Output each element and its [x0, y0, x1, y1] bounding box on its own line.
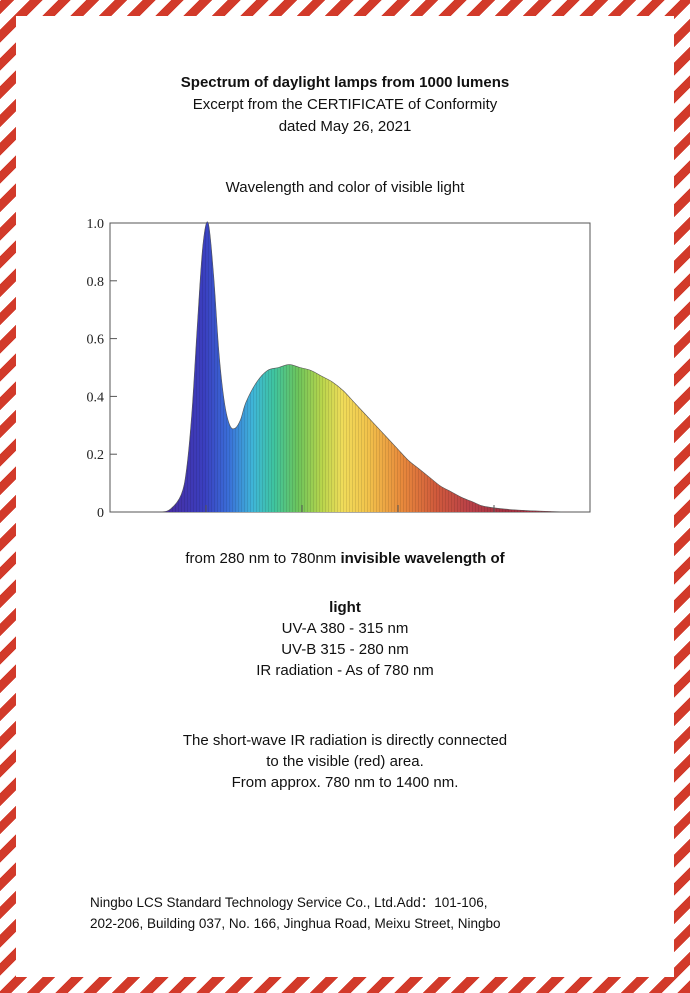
footer-line1: Ningbo LCS Standard Technology Service C… [90, 895, 488, 910]
range-prefix: from 280 nm to 780nm [185, 550, 341, 567]
y-tick-label: 0.6 [87, 333, 105, 348]
y-tick-label: 0 [97, 506, 104, 521]
uvb-range: UV-B 315 - 280 nm [281, 641, 409, 658]
footer-address: Ningbo LCS Standard Technology Service C… [90, 892, 501, 934]
y-tick-label: 0.4 [87, 390, 105, 405]
wavelength-range-text: from 280 nm to 780nm invisible wavelengt… [0, 548, 690, 570]
chart-title: Wavelength and color of visible light [225, 179, 465, 196]
spectrum-area-stripes [138, 221, 570, 513]
x-axis-ticks [205, 505, 495, 512]
ir-note-line3: From approx. 780 nm to 1400 nm. [231, 774, 459, 791]
y-axis: 1.0 0.8 0.6 0.4 0.2 0 [87, 217, 117, 521]
y-tick-label: 0.2 [87, 448, 105, 463]
ir-note: The short-wave IR radiation is directly … [0, 730, 690, 793]
ir-note-line1: The short-wave IR radiation is directly … [182, 732, 508, 749]
header-block: Spectrum of daylight lamps from 1000 lum… [0, 72, 690, 138]
uva-range: UV-A 380 - 315 nm [281, 620, 409, 637]
spectrum-outline [137, 221, 571, 513]
ir-range: IR radiation - As of 780 nm [256, 662, 434, 679]
spectrum-chart: 1.0 0.8 0.6 0.4 0.2 0 [87, 217, 591, 521]
page-subtitle: Excerpt from the CERTIFICATE of Conformi… [192, 96, 498, 113]
range-bold: invisible wavelength of [340, 550, 505, 567]
page-title: Spectrum of daylight lamps from 1000 lum… [180, 74, 510, 91]
certificate-date: dated May 26, 2021 [278, 118, 412, 135]
range-bold-light: light [329, 599, 361, 616]
y-tick-label: 0.8 [87, 275, 105, 290]
uv-ir-list: light UV-A 380 - 315 nm UV-B 315 - 280 n… [0, 597, 690, 681]
y-tick-label: 1.0 [87, 217, 105, 232]
ir-note-line2: to the visible (red) area. [266, 753, 424, 770]
footer-line2: 202-206, Building 037, No. 166, Jinghua … [90, 916, 501, 931]
